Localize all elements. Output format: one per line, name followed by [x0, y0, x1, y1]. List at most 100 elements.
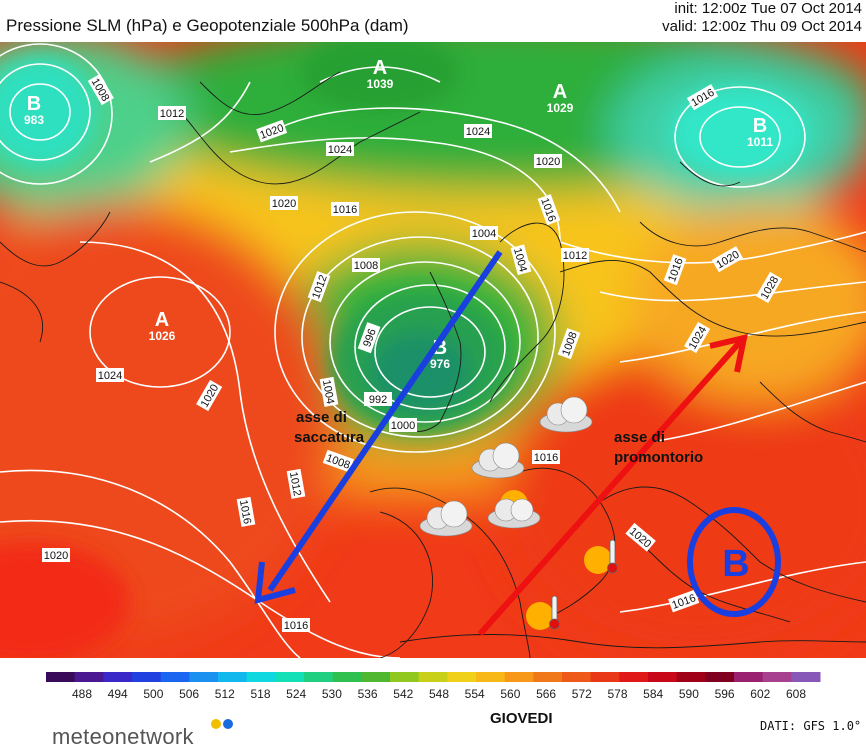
isobar-label: 1024: [96, 368, 124, 382]
isobar-label: 1000: [389, 418, 417, 432]
scale-swatch: [74, 672, 104, 682]
scale-tick-label: 506: [179, 687, 199, 700]
svg-text:1011: 1011: [747, 135, 773, 149]
cloud-sun-icon: [487, 490, 541, 529]
scale-swatch: [132, 672, 162, 682]
geopotential-field: [0, 42, 866, 658]
scale-swatch: [590, 672, 620, 682]
color-scale: 488 494 500 506 512 518 524 530 536 542 548 554 560 5…: [0, 660, 866, 747]
svg-text:1039: 1039: [367, 77, 394, 91]
scale-tick-label: 530: [322, 687, 342, 700]
svg-text:1024: 1024: [466, 126, 490, 138]
scale-swatch: [648, 672, 678, 682]
scale-tick-label: 536: [358, 687, 378, 700]
isobar-label: 1016: [532, 450, 560, 464]
isobar-label: 996: [357, 322, 381, 354]
svg-text:B: B: [722, 543, 749, 585]
trough-label: asse di saccatura: [294, 409, 365, 446]
svg-text:976: 976: [430, 357, 450, 371]
logo-dots-icon: [210, 718, 238, 737]
isobar-label: 1020: [42, 548, 70, 562]
init-time: init: 12:00z Tue 07 Oct 2014: [674, 0, 862, 17]
isobar-label: 1012: [286, 468, 306, 499]
scale-swatch: [734, 672, 764, 682]
scale-swatch: [791, 672, 821, 682]
scale-tick-label: 524: [286, 687, 306, 700]
svg-text:1000: 1000: [391, 420, 415, 432]
svg-text:1016: 1016: [333, 204, 357, 216]
isobars: [0, 43, 866, 658]
scale-swatch: [361, 672, 391, 682]
svg-text:1008: 1008: [354, 260, 378, 272]
isobar-label: 1024: [464, 124, 492, 138]
forecast-day: GIOVEDI: [490, 710, 553, 727]
trough-axis-arrow: [254, 250, 503, 605]
svg-text:1026: 1026: [149, 329, 176, 343]
svg-text:1016: 1016: [284, 620, 308, 632]
coastlines: [0, 71, 866, 658]
highlight-low-circle: B: [687, 507, 781, 617]
svg-text:saccatura: saccatura: [294, 429, 365, 446]
isobar-label: 1016: [331, 202, 359, 216]
scale-tick-label: 602: [750, 687, 770, 700]
scale-tick-label: 566: [536, 687, 556, 700]
brand-logo-text: meteonetwork: [52, 724, 194, 749]
scale-swatch: [304, 672, 334, 682]
svg-text:1016: 1016: [534, 452, 558, 464]
svg-text:A: A: [155, 309, 169, 331]
isobar-label: 1004: [319, 376, 339, 407]
svg-text:1012: 1012: [160, 108, 184, 120]
hot-sun-thermometer-icon: [526, 595, 560, 630]
svg-text:promontorio: promontorio: [614, 449, 703, 466]
scale-tick-label: 488: [72, 687, 92, 700]
isobar-label: 1012: [561, 248, 589, 262]
scale-swatch: [246, 672, 276, 682]
weather-icons: [419, 396, 618, 630]
scale-swatch: [705, 672, 735, 682]
header: Pressione SLM (hPa) e Geopotenziale 500h…: [0, 0, 866, 42]
scale-tick-label: 512: [215, 687, 235, 700]
data-source: DATI: GFS 1.0°: [760, 719, 862, 733]
ridge-axis-arrow: [477, 334, 748, 636]
svg-text:B: B: [753, 115, 767, 137]
scale-swatch: [562, 672, 592, 682]
svg-text:1020: 1020: [272, 198, 296, 210]
cloud-icon: [539, 396, 593, 433]
hot-sun-thermometer-icon: [584, 539, 618, 574]
map-canvas: 1008 1012 1020 1024 1024 1020 1016 1004 …: [0, 42, 866, 658]
scale-tick-label: 554: [465, 687, 485, 700]
svg-text:1024: 1024: [328, 144, 352, 156]
scale-swatch: [160, 672, 190, 682]
scale-swatch: [189, 672, 219, 682]
scale-swatch: [762, 672, 792, 682]
scale-swatch: [390, 672, 420, 682]
svg-text:asse di: asse di: [296, 409, 347, 426]
isobar-label: 1020: [534, 154, 562, 168]
scale-swatch: [332, 672, 362, 682]
svg-text:1004: 1004: [472, 228, 496, 240]
scale-swatch: [619, 672, 649, 682]
scale-swatch: [476, 672, 506, 682]
svg-text:1020: 1020: [44, 550, 68, 562]
svg-text:992: 992: [369, 394, 387, 406]
scale-tick-label: 596: [715, 687, 735, 700]
isobar-label: 1008: [352, 258, 380, 272]
svg-text:983: 983: [24, 113, 44, 127]
scale-tick-label: 560: [500, 687, 520, 700]
map-title: Pressione SLM (hPa) e Geopotenziale 500h…: [6, 16, 409, 35]
svg-text:1012: 1012: [563, 250, 587, 262]
svg-text:1029: 1029: [547, 101, 574, 115]
isobar-label: 1024: [326, 142, 354, 156]
svg-text:A: A: [373, 57, 387, 79]
scale-swatch: [46, 672, 76, 682]
ridge-label: asse di promontorio: [614, 429, 703, 466]
scale-swatch: [676, 672, 706, 682]
scale-tick-label: 608: [786, 687, 806, 700]
valid-time: valid: 12:00z Thu 09 Oct 2014: [662, 18, 862, 35]
scale-tick-label: 500: [143, 687, 163, 700]
